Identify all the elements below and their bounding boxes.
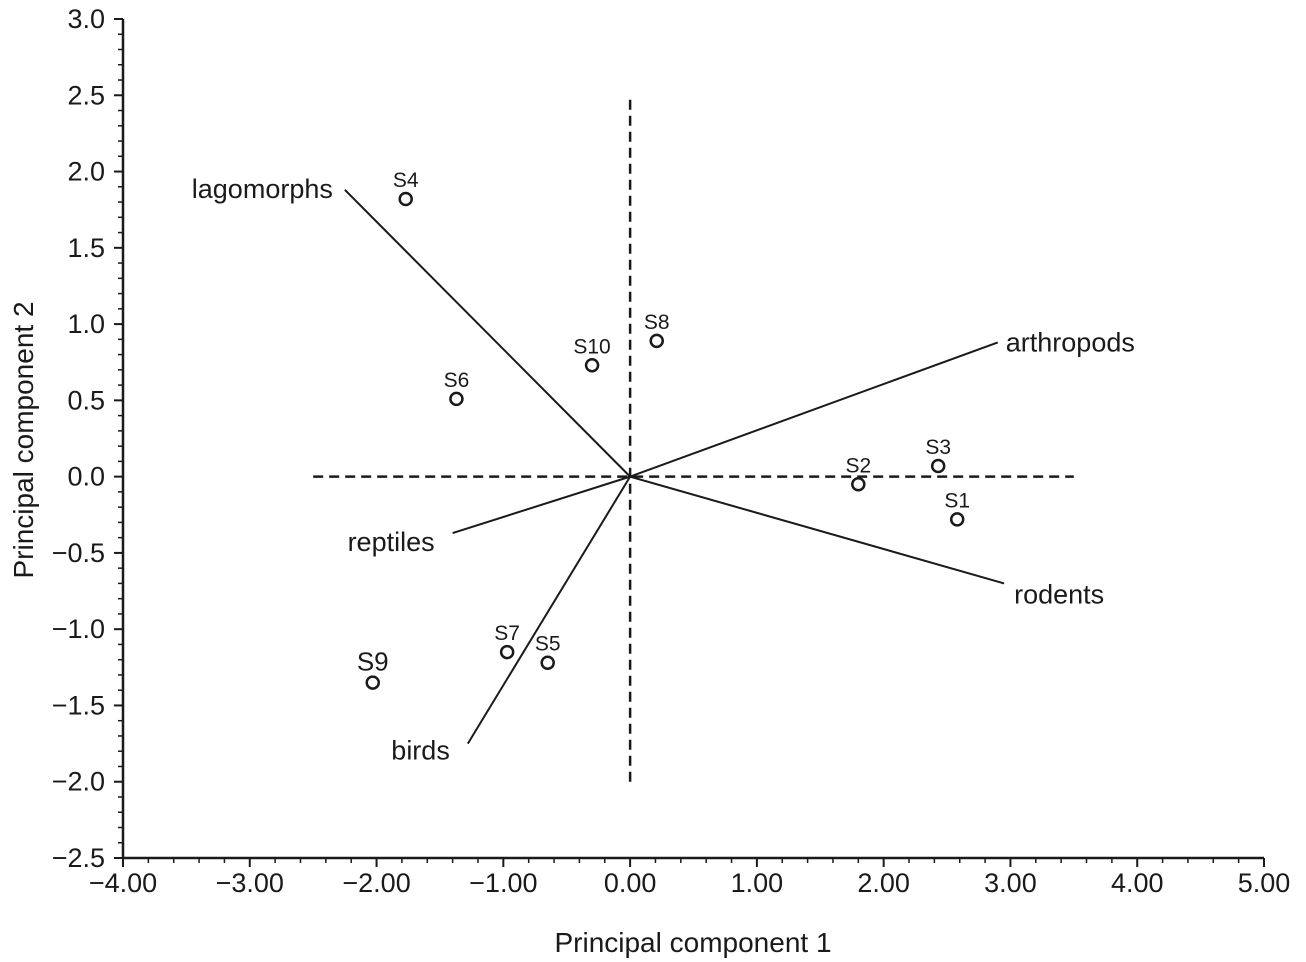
point-label-S6: S6 (444, 369, 470, 392)
y-tick-label: −1.5 (52, 690, 105, 720)
x-tick-label: 2.00 (857, 868, 910, 898)
x-tick-label: 0.00 (604, 868, 657, 898)
point-S8 (649, 333, 664, 349)
point-S6 (449, 391, 464, 407)
y-tick-label: −2.5 (52, 843, 105, 873)
point-S3 (930, 458, 946, 474)
y-tick-label: 3.0 (67, 4, 105, 34)
y-tick-label: 2.0 (67, 157, 105, 187)
vector-label-lagomorphs: lagomorphs (192, 174, 333, 204)
point-label-S9: S9 (357, 647, 389, 677)
point-label-S8: S8 (644, 311, 670, 334)
x-tick-label: −2.00 (342, 868, 410, 898)
point-S9 (365, 675, 381, 690)
vector-label-reptiles: reptiles (348, 527, 435, 557)
x-tick-label: −1.00 (469, 868, 537, 898)
y-tick-label: −2.0 (52, 767, 105, 797)
point-label-S10: S10 (573, 335, 610, 358)
y-tick-label: −0.5 (52, 538, 105, 568)
vector-label-arthropods: arthropods (1006, 327, 1135, 357)
vector-line-rodents (629, 475, 1005, 585)
point-label-S3: S3 (925, 436, 951, 459)
x-axis-title: Principal component 1 (554, 927, 831, 958)
point-label-S4: S4 (393, 169, 419, 192)
y-tick-label: 1.0 (67, 309, 105, 339)
y-tick-label: 2.5 (67, 80, 105, 110)
x-tick-label: 1.00 (731, 868, 784, 898)
y-tick-label: 0.5 (67, 385, 105, 415)
vector-label-rodents: rodents (1014, 579, 1104, 609)
x-tick-label: −3.00 (216, 868, 284, 898)
point-S1 (949, 512, 965, 527)
vector-line-arthropods (629, 341, 999, 478)
axes: −4.00 −3.00 −2.00 −1.00 0.00 1.00 2.00 3.00 4.00… (52, 4, 1291, 898)
point-label-S1: S1 (944, 489, 970, 512)
point-S5 (540, 655, 555, 670)
loading-vectors: lagomorphs arthropods rodents reptiles birds (192, 174, 1135, 766)
y-tick-label: 0.0 (67, 462, 105, 492)
point-label-S7: S7 (494, 622, 520, 645)
score-points: S1 S2 S3 S4 S5 S6 S7 S8 S9 S10 (357, 169, 970, 690)
vector-line-reptiles (452, 475, 631, 535)
x-tick-label: 5.00 (1238, 868, 1291, 898)
x-tick-label: 3.00 (984, 868, 1037, 898)
point-S2 (851, 477, 866, 492)
point-S7 (499, 644, 515, 660)
vector-line-lagomorphs (344, 189, 631, 478)
point-label-S5: S5 (535, 633, 561, 656)
vector-label-birds: birds (391, 736, 450, 766)
x-tick-label: −4.00 (89, 868, 157, 898)
reference-lines (313, 95, 1074, 782)
y-tick-label: −1.0 (52, 614, 105, 644)
x-tick-label: 4.00 (1111, 868, 1164, 898)
point-S10 (584, 358, 600, 373)
point-S4 (398, 191, 413, 207)
y-axis-title: Principal component 2 (8, 301, 39, 578)
vector-line-birds (466, 476, 631, 745)
point-label-S2: S2 (845, 454, 871, 477)
y-tick-label: 1.5 (67, 233, 105, 263)
